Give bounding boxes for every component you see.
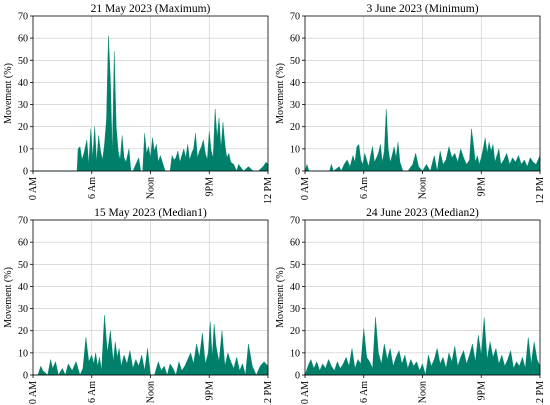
chart-title: 3 June 2023 (Minimum) xyxy=(366,3,478,15)
y-tick-label-6: 60 xyxy=(290,238,300,249)
y-tick-label-7: 70 xyxy=(18,216,28,227)
y-tick-label-7: 70 xyxy=(290,216,300,227)
y-tick-label-2: 20 xyxy=(290,122,300,133)
x-tick-label-2: Noon xyxy=(146,381,157,403)
x-tick-label-2: Noon xyxy=(146,177,157,199)
y-tick-label-5: 50 xyxy=(290,56,300,67)
x-tick-label-1: 6 Am xyxy=(359,177,370,199)
x-tick-label-2: Noon xyxy=(418,381,429,403)
x-tick-label-3: 9PM xyxy=(204,381,215,401)
x-tick-label-3: 9PM xyxy=(204,177,215,197)
x-tick-label-3: 9PM xyxy=(476,177,487,197)
chart-title: 24 June 2023 (Median2) xyxy=(366,207,479,219)
x-tick-label-0: 0 AM xyxy=(28,381,39,404)
x-tick-label-1: 6 Am xyxy=(87,177,98,199)
y-tick-label-2: 20 xyxy=(18,326,28,337)
y-tick-label-1: 10 xyxy=(18,348,28,359)
x-tick-label-2: Noon xyxy=(418,177,429,199)
y-tick-label-5: 50 xyxy=(290,260,300,271)
y-tick-label-7: 70 xyxy=(18,12,28,23)
x-tick-label-4: 12 PM xyxy=(535,381,546,405)
y-tick-label-2: 20 xyxy=(290,326,300,337)
y-tick-label-1: 10 xyxy=(290,144,300,155)
chart-panel-4: 0 10 20 30 40 50 60 70 0 AM 6 Am Noon 9PM 12 PM 24 Ju… xyxy=(275,207,546,405)
y-tick-label-0: 0 xyxy=(295,167,300,178)
y-tick-label-6: 60 xyxy=(290,34,300,45)
y-tick-label-4: 40 xyxy=(18,282,28,293)
y-tick-label-6: 60 xyxy=(18,238,28,249)
x-tick-label-4: 12 PM xyxy=(263,177,274,204)
y-tick-label-3: 30 xyxy=(290,304,300,315)
chart-title: 21 May 2023 (Maximum) xyxy=(91,3,211,15)
y-tick-label-3: 30 xyxy=(18,304,28,315)
x-tick-label-4: 12 PM xyxy=(535,177,546,204)
y-tick-label-6: 60 xyxy=(18,34,28,45)
y-tick-label-7: 70 xyxy=(290,12,300,23)
x-tick-label-0: 0 AM xyxy=(300,381,311,404)
y-axis-label: Movement (%) xyxy=(3,63,14,124)
y-tick-label-0: 0 xyxy=(295,371,300,382)
y-tick-label-0: 0 xyxy=(23,167,28,178)
x-tick-label-1: 6 Am xyxy=(87,381,98,403)
y-axis-label: Movement (%) xyxy=(275,63,286,124)
chart-panel-2: 0 10 20 30 40 50 60 70 0 AM 6 Am Noon 9PM 12 PM 3 Jun… xyxy=(275,3,546,204)
y-tick-label-3: 30 xyxy=(18,100,28,111)
y-tick-label-1: 10 xyxy=(290,348,300,359)
x-tick-label-1: 6 Am xyxy=(359,381,370,403)
y-tick-label-4: 40 xyxy=(290,282,300,293)
y-tick-label-5: 50 xyxy=(18,260,28,271)
x-tick-label-0: 0 AM xyxy=(28,177,39,200)
y-tick-label-1: 10 xyxy=(18,144,28,155)
y-axis-label: Movement (%) xyxy=(3,267,14,328)
y-tick-label-3: 30 xyxy=(290,100,300,111)
chart-panel-3: 0 10 20 30 40 50 60 70 0 AM 6 Am Noon 9PM 12 PM 15 Ma… xyxy=(3,207,274,405)
y-tick-label-2: 20 xyxy=(18,122,28,133)
chart-panel-1: 0 10 20 30 40 50 60 70 0 AM 6 Am Noon 9PM 12 PM 21 Ma… xyxy=(3,3,274,204)
x-tick-label-3: 9PM xyxy=(476,381,487,401)
movement-area xyxy=(304,108,541,172)
y-tick-label-4: 40 xyxy=(290,78,300,89)
y-tick-label-4: 40 xyxy=(18,78,28,89)
y-tick-label-0: 0 xyxy=(23,371,28,382)
y-tick-label-5: 50 xyxy=(18,56,28,67)
x-tick-label-4: 12 PM xyxy=(263,381,274,405)
x-tick-label-0: 0 AM xyxy=(300,177,311,200)
chart-title: 15 May 2023 (Median1) xyxy=(94,207,207,219)
y-axis-label: Movement (%) xyxy=(275,267,286,328)
